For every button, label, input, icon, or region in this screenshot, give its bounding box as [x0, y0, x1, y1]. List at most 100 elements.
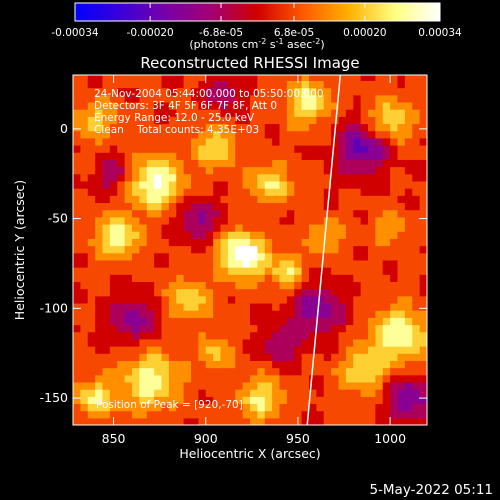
heatmap-cell: [316, 202, 325, 211]
heatmap-cell: [154, 346, 163, 354]
heatmap-cell: [338, 195, 347, 204]
heatmap-cell: [146, 209, 155, 218]
heatmap-cell: [301, 130, 310, 139]
heatmap-cell: [161, 302, 170, 311]
heatmap-cell: [235, 331, 244, 340]
heatmap-cell: [331, 145, 340, 153]
heatmap-cell: [176, 259, 185, 268]
heatmap-cell: [272, 331, 281, 340]
heatmap-cell: [205, 94, 214, 103]
heatmap-cell: [124, 259, 133, 268]
heatmap-cell: [382, 152, 391, 160]
heatmap-cell: [242, 417, 251, 425]
heatmap-cell: [345, 195, 354, 204]
heatmap-cell: [117, 267, 126, 275]
heatmap-cell: [132, 180, 140, 189]
heatmap-cell: [146, 331, 155, 340]
heatmap-cell: [250, 173, 258, 182]
heatmap-cell: [124, 274, 133, 283]
heatmap-cell: [80, 159, 89, 168]
heatmap-cell: [338, 360, 347, 369]
heatmap-cell: [191, 173, 199, 182]
heatmap-cell: [390, 331, 399, 340]
heatmap-cell: [205, 209, 214, 218]
heatmap-cell: [250, 288, 258, 297]
heatmap-cell: [345, 159, 354, 168]
heatmap-cell: [250, 403, 258, 412]
heatmap-cell: [168, 302, 177, 311]
heatmap-cell: [205, 317, 214, 326]
heatmap-cell: [301, 238, 310, 247]
colorbar-tick-label: -6.8e-05: [199, 27, 243, 39]
heatmap-cell: [390, 338, 399, 347]
heatmap-cell: [109, 360, 118, 369]
heatmap-cell: [191, 353, 199, 361]
heatmap-cell: [213, 159, 222, 168]
heatmap-cell: [257, 166, 266, 175]
heatmap-cell: [242, 317, 251, 326]
heatmap-cell: [161, 288, 170, 297]
heatmap-cell: [227, 252, 236, 261]
heatmap-cell: [168, 417, 177, 425]
heatmap-cell: [183, 360, 192, 369]
heatmap-cell: [323, 137, 332, 146]
heatmap-cell: [235, 274, 244, 283]
heatmap-cell: [264, 403, 273, 412]
heatmap-cell: [323, 410, 332, 419]
heatmap-cell: [375, 75, 384, 81]
heatmap-cell: [382, 317, 391, 326]
heatmap-cell: [279, 173, 288, 182]
heatmap-cell: [235, 166, 244, 175]
heatmap-cell: [294, 396, 303, 405]
heatmap-cell: [331, 209, 340, 218]
heatmap-cell: [87, 75, 96, 81]
heatmap-cell: [95, 123, 104, 132]
heatmap-cell: [323, 166, 332, 175]
heatmap-cell: [375, 188, 384, 196]
heatmap-cell: [331, 374, 340, 383]
heatmap-cell: [368, 209, 376, 218]
heatmap-cell: [117, 209, 126, 218]
colorbar-ticks: [74, 3, 441, 21]
heatmap-cell: [242, 80, 251, 89]
heatmap-cell: [176, 252, 185, 261]
heatmap-cell: [213, 87, 222, 96]
heatmap-cell: [102, 109, 111, 117]
heatmap-cell: [80, 166, 89, 175]
heatmap-cell: [272, 173, 281, 182]
heatmap-cell: [331, 338, 340, 347]
heatmap-cell: [154, 209, 163, 218]
heatmap-cell: [257, 367, 266, 376]
heatmap-cell: [323, 231, 332, 239]
heatmap-cell: [264, 223, 273, 232]
heatmap-cell: [338, 180, 347, 189]
heatmap-cell: [272, 75, 281, 81]
heatmap-cell: [227, 381, 236, 390]
heatmap-cell: [102, 267, 111, 275]
heatmap-cell: [87, 288, 96, 297]
heatmap-cell: [301, 389, 310, 397]
heatmap-cell: [257, 245, 266, 254]
heatmap-cell: [139, 223, 148, 232]
heatmap-cell: [161, 159, 170, 168]
heatmap-cell: [294, 259, 303, 268]
heatmap-cell: [102, 302, 111, 311]
heatmap-cell: [124, 389, 133, 397]
heatmap-cell: [272, 274, 281, 283]
heatmap-cell: [264, 130, 273, 139]
heatmap-cell: [257, 374, 266, 383]
heatmap-cell: [309, 195, 317, 204]
heatmap-cell: [176, 202, 185, 211]
heatmap-cell: [168, 245, 177, 254]
heatmap-cell: [331, 159, 340, 168]
heatmap-cell: [272, 166, 281, 175]
heatmap-cell: [353, 238, 362, 247]
heatmap-cell: [198, 130, 207, 139]
heatmap-cell: [353, 324, 362, 333]
heatmap-cell: [87, 267, 96, 275]
heatmap-cell: [360, 353, 369, 361]
heatmap-cell: [227, 417, 236, 425]
heatmap-cell: [279, 360, 288, 369]
heatmap-cell: [95, 231, 104, 239]
heatmap-cell: [353, 80, 362, 89]
